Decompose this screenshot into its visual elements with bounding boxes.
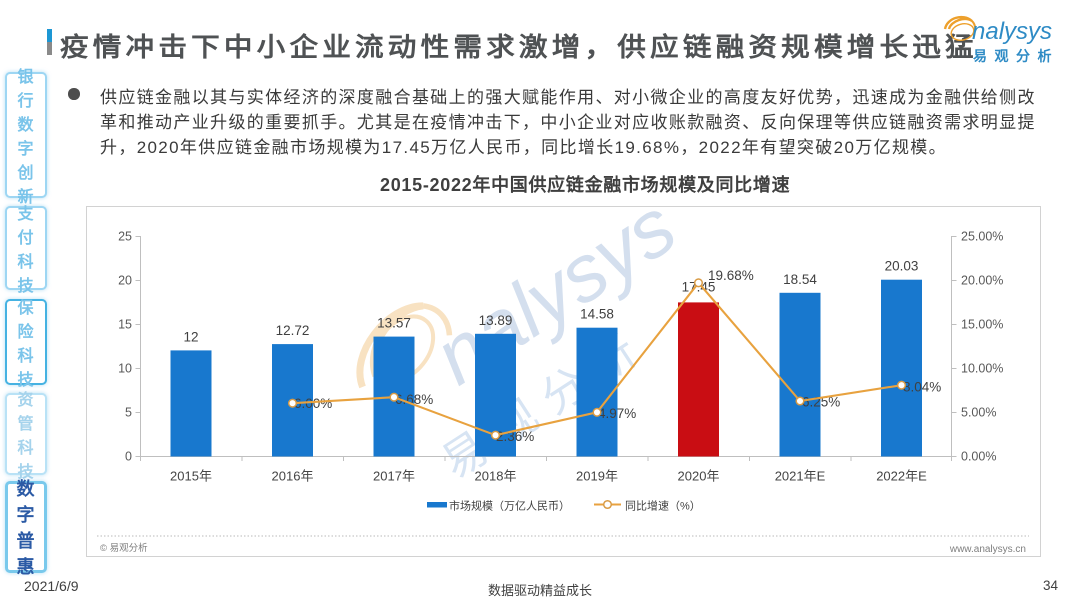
svg-text:10.00%: 10.00%: [961, 362, 1003, 376]
svg-text:13.89: 13.89: [479, 313, 513, 328]
svg-text:12: 12: [183, 329, 198, 344]
svg-text:25: 25: [118, 230, 132, 244]
svg-text:19.68%: 19.68%: [708, 268, 754, 283]
svg-text:2019年: 2019年: [576, 469, 618, 484]
svg-text:8.04%: 8.04%: [903, 380, 941, 395]
svg-text:2021年E: 2021年E: [775, 469, 826, 484]
svg-text:2020年: 2020年: [678, 469, 720, 484]
svg-text:2018年: 2018年: [475, 469, 517, 484]
svg-text:20.03: 20.03: [885, 259, 919, 274]
svg-text:2015年: 2015年: [170, 469, 212, 484]
svg-text:25.00%: 25.00%: [961, 230, 1003, 244]
svg-text:0.00%: 0.00%: [961, 450, 996, 464]
svg-text:15.00%: 15.00%: [961, 318, 1003, 332]
svg-text:13.57: 13.57: [377, 316, 411, 331]
svg-text:12.72: 12.72: [276, 323, 310, 338]
svg-text:2022年E: 2022年E: [876, 469, 927, 484]
svg-text:18.54: 18.54: [783, 272, 817, 287]
svg-text:6.00%: 6.00%: [294, 396, 332, 411]
svg-text:5: 5: [125, 406, 132, 420]
svg-text:20: 20: [118, 274, 132, 288]
svg-text:市场规模（万亿人民币）: 市场规模（万亿人民币）: [449, 499, 570, 513]
svg-text:www.analysys.cn: www.analysys.cn: [949, 544, 1026, 555]
svg-text:20.00%: 20.00%: [961, 274, 1003, 288]
svg-text:14.58: 14.58: [580, 307, 614, 322]
svg-text:© 易观分析: © 易观分析: [100, 542, 148, 554]
svg-text:2016年: 2016年: [272, 469, 314, 484]
svg-text:10: 10: [118, 362, 132, 376]
svg-text:0: 0: [125, 450, 132, 464]
svg-text:5.00%: 5.00%: [961, 406, 996, 420]
svg-text:6.68%: 6.68%: [395, 392, 433, 407]
svg-text:2017年: 2017年: [373, 469, 415, 484]
svg-text:15: 15: [118, 318, 132, 332]
svg-text:同比增速（%）: 同比增速（%）: [625, 499, 701, 513]
svg-text:4.97%: 4.97%: [598, 406, 636, 421]
